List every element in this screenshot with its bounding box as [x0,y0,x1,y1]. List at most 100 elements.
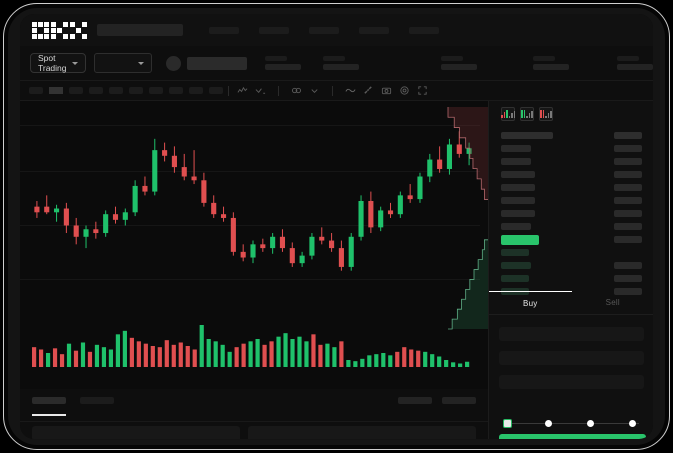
coin-avatar [166,55,181,71]
stat-value [533,64,569,70]
market-bar: Spot Trading [20,46,653,81]
timeframe-button-3[interactable] [89,87,103,94]
order-price-field[interactable] [499,327,644,341]
slider-node-2[interactable] [587,420,594,427]
chart-tool-icons [237,85,428,96]
orders-actions [398,397,476,404]
timeframe-button-7[interactable] [169,87,183,94]
orderbook-bid-row[interactable] [489,246,653,259]
grid-line [20,225,480,226]
spot-trading-label: Spot Trading [38,53,67,73]
market-stat-2 [323,56,359,70]
stat-value [441,64,477,70]
search-input[interactable] [97,24,183,36]
app-screen: Spot Trading [20,14,653,439]
orders-tabs [20,389,488,404]
chevron-down-icon [71,61,78,65]
grid-line [20,279,480,280]
orders-card-right [248,426,476,439]
last-price [187,56,247,70]
stat-value [617,64,653,70]
orders-tab-2[interactable] [80,397,114,404]
nav-items [209,26,439,34]
settings-gear-icon[interactable] [399,85,410,96]
stat-label [323,56,345,61]
chart-toolbar [20,81,653,101]
orderbook-bids-icon[interactable] [520,107,534,121]
stat-label [533,56,555,61]
camera-icon[interactable] [381,85,392,96]
order-book-panel: Buy Sell [488,101,653,439]
orderbook-bid-row[interactable] [489,259,653,272]
orderbook-bid-row[interactable] [489,272,653,285]
okx-logo-icon[interactable] [32,21,87,39]
buy-sell-tabs: Buy Sell [489,291,653,315]
timeframe-button-0[interactable] [29,87,43,94]
order-total-field[interactable] [499,375,644,389]
order-amount-slider[interactable] [503,419,643,429]
stat-label [617,56,639,61]
orderbook-ask-row[interactable] [489,155,653,168]
orderbook-ask-row[interactable] [489,207,653,220]
nav-item-1[interactable] [209,26,239,34]
okx-logo-x [70,21,87,39]
tab-sell-label: Sell [605,298,620,307]
orders-tab-active-underline [32,414,66,416]
nav-item-4[interactable] [359,26,389,34]
compare-icon[interactable] [255,85,266,96]
orderbook-mode-buttons [489,101,653,121]
toolbar-divider [278,85,279,96]
volume-histogram [32,325,470,367]
okx-logo-k [51,21,68,39]
slider-node-3[interactable] [629,420,636,427]
indicator-icon[interactable] [237,85,248,96]
orderbook-ask-row[interactable] [489,168,653,181]
grid-line [20,125,480,126]
nav-item-2[interactable] [259,26,289,34]
timeframe-button-5[interactable] [129,87,143,94]
orders-tab-1[interactable] [32,397,66,404]
price-chart[interactable] [20,101,480,389]
order-amount-field[interactable] [499,351,644,365]
slider-node-0[interactable] [503,419,512,428]
orderbook-spread-row [489,233,653,246]
market-stat-3 [441,56,477,70]
orders-card-left [32,426,240,439]
stat-value [323,64,359,70]
timeframe-button-6[interactable] [149,87,163,94]
orders-action-2[interactable] [442,397,476,404]
wave-icon[interactable] [345,85,356,96]
tab-sell[interactable]: Sell [572,291,654,314]
orderbook-asks-icon[interactable] [539,107,553,121]
fullscreen-icon[interactable] [417,85,428,96]
orderbook-ask-row[interactable] [489,142,653,155]
spot-trading-dropdown[interactable]: Spot Trading [30,53,86,73]
orders-action-1[interactable] [398,397,432,404]
ruler-icon[interactable] [363,85,374,96]
chevron-down-icon [138,61,144,65]
slider-track [507,423,639,424]
trading-pair-dropdown[interactable] [93,53,152,73]
timeframe-button-9[interactable] [209,87,223,94]
toolbar-divider [332,85,333,96]
market-stat-5 [617,56,653,70]
orderbook-ask-row[interactable] [489,194,653,207]
nav-item-5[interactable] [409,26,439,34]
confirm-buy-button[interactable] [499,434,646,439]
template-icon[interactable] [291,85,302,96]
chevron-down-icon[interactable] [309,85,320,96]
orderbook-both-icon[interactable] [501,107,515,121]
timeframe-button-2[interactable] [69,87,83,94]
orderbook-ask-row[interactable] [489,220,653,233]
orderbook-ask-row[interactable] [489,181,653,194]
nav-item-3[interactable] [309,26,339,34]
timeframe-button-8[interactable] [189,87,203,94]
tab-buy[interactable]: Buy [489,291,572,314]
orderbook-header-row [489,129,653,142]
stat-label [265,56,287,61]
slider-node-1[interactable] [545,420,552,427]
timeframe-button-1[interactable] [49,87,63,94]
candlestick-series [34,131,472,271]
timeframe-button-4[interactable] [109,87,123,94]
